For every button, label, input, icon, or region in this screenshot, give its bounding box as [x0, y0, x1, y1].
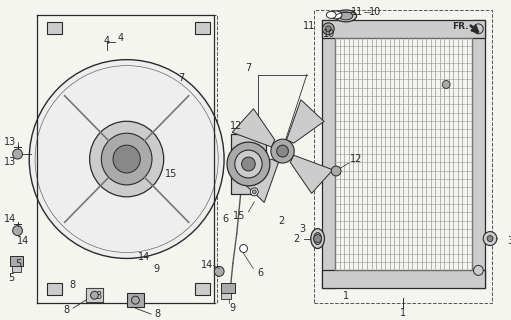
- Circle shape: [214, 266, 224, 276]
- Text: 8: 8: [155, 309, 161, 319]
- Bar: [221, 293, 231, 299]
- Text: 2: 2: [293, 234, 299, 244]
- Bar: [195, 283, 211, 295]
- Text: 12: 12: [351, 154, 363, 164]
- Text: 3: 3: [299, 224, 305, 234]
- Text: 9: 9: [230, 303, 236, 313]
- Circle shape: [326, 26, 331, 32]
- Circle shape: [101, 133, 152, 185]
- Bar: [321, 20, 335, 288]
- Text: 5: 5: [15, 259, 21, 269]
- Text: 10: 10: [322, 29, 335, 39]
- Circle shape: [250, 188, 258, 196]
- Text: 9: 9: [154, 264, 160, 274]
- Circle shape: [240, 244, 247, 252]
- Text: 11: 11: [351, 7, 363, 17]
- Text: 14: 14: [201, 260, 214, 270]
- Circle shape: [29, 60, 224, 259]
- Bar: [127, 293, 144, 307]
- Text: 4: 4: [104, 36, 110, 46]
- Polygon shape: [241, 159, 278, 203]
- Ellipse shape: [335, 10, 357, 22]
- Text: 1: 1: [400, 308, 406, 318]
- Text: 2: 2: [278, 216, 285, 226]
- Bar: [86, 288, 103, 302]
- Text: 14: 14: [4, 214, 16, 224]
- Ellipse shape: [314, 233, 321, 244]
- Text: 8: 8: [63, 305, 69, 315]
- Circle shape: [113, 145, 141, 173]
- Text: 10: 10: [369, 7, 381, 17]
- Bar: [472, 20, 485, 288]
- Bar: [12, 266, 21, 272]
- Text: 8: 8: [69, 280, 75, 290]
- Ellipse shape: [311, 228, 324, 249]
- Circle shape: [89, 121, 164, 197]
- Text: 7: 7: [245, 63, 251, 73]
- Text: 7: 7: [179, 73, 185, 83]
- Circle shape: [314, 235, 321, 243]
- Circle shape: [474, 24, 483, 34]
- Text: 14: 14: [17, 236, 30, 246]
- Text: FR.: FR.: [453, 22, 469, 31]
- Polygon shape: [287, 100, 324, 143]
- Bar: [37, 15, 217, 303]
- Circle shape: [90, 291, 99, 299]
- Bar: [321, 20, 485, 38]
- Circle shape: [131, 296, 140, 304]
- Ellipse shape: [330, 11, 342, 19]
- Circle shape: [322, 23, 334, 35]
- Text: 13: 13: [4, 157, 16, 167]
- Text: 11: 11: [303, 21, 315, 31]
- Bar: [10, 256, 24, 266]
- Text: 15: 15: [165, 169, 177, 179]
- Text: 15: 15: [233, 211, 245, 221]
- Text: 8: 8: [96, 291, 102, 301]
- Circle shape: [487, 236, 493, 242]
- Bar: [314, 10, 492, 303]
- Text: 3: 3: [507, 236, 511, 245]
- Ellipse shape: [339, 12, 353, 20]
- Text: 6: 6: [257, 268, 263, 278]
- Circle shape: [252, 190, 256, 194]
- Text: 12: 12: [230, 121, 243, 131]
- Bar: [86, 288, 103, 302]
- Text: 13: 13: [4, 137, 16, 147]
- Bar: [321, 270, 485, 288]
- Circle shape: [483, 232, 497, 245]
- Circle shape: [13, 226, 22, 236]
- Text: 1: 1: [343, 291, 349, 301]
- Circle shape: [331, 166, 341, 176]
- Circle shape: [242, 157, 256, 171]
- Circle shape: [13, 149, 22, 159]
- Bar: [231, 134, 266, 194]
- Text: 5: 5: [9, 273, 15, 283]
- Circle shape: [443, 81, 450, 88]
- Ellipse shape: [327, 12, 336, 18]
- Bar: [221, 283, 235, 293]
- Bar: [47, 283, 62, 295]
- Circle shape: [271, 139, 294, 163]
- Circle shape: [227, 142, 270, 186]
- Polygon shape: [290, 155, 333, 193]
- Circle shape: [235, 150, 262, 178]
- Text: 14: 14: [138, 252, 151, 262]
- Bar: [47, 22, 62, 34]
- Text: 4: 4: [118, 33, 124, 43]
- Circle shape: [276, 145, 288, 157]
- Bar: [195, 22, 211, 34]
- Text: 6: 6: [222, 214, 228, 224]
- Circle shape: [474, 265, 483, 275]
- Polygon shape: [232, 109, 275, 147]
